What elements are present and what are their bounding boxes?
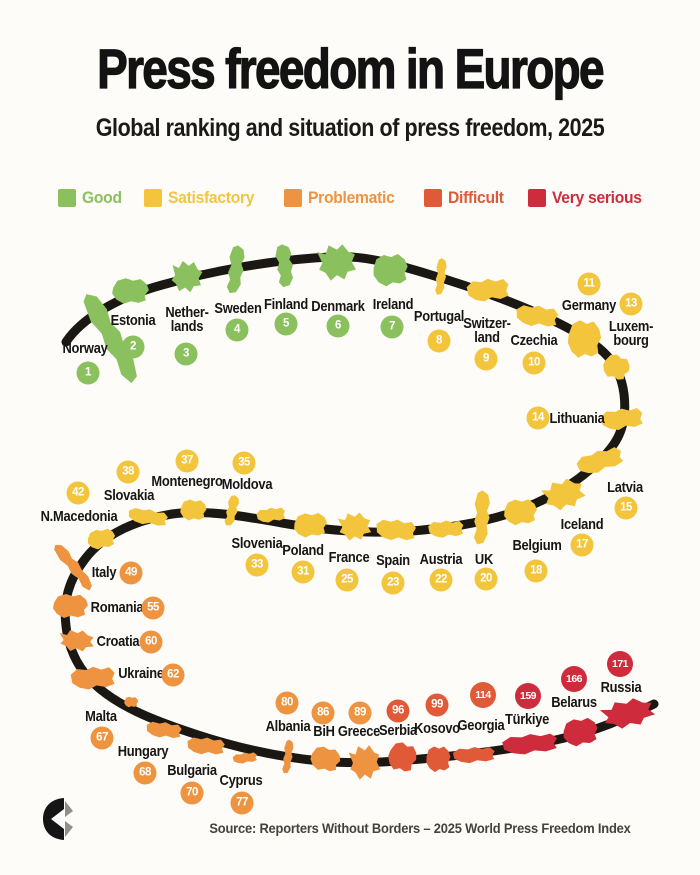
country-shape-serbia — [385, 739, 420, 775]
country-shape-spain — [375, 518, 417, 542]
country-shape-romania — [53, 594, 88, 618]
legend-label-problematic: Problematic — [308, 188, 395, 207]
page-subtitle: Global ranking and situation of press fr… — [95, 114, 605, 142]
country-shape-belarus — [560, 715, 601, 749]
legend: Good Satisfactory Problematic Difficult … — [0, 188, 700, 214]
country-shape-germany — [567, 320, 602, 358]
country-shape-montenegro — [180, 499, 207, 521]
country-shape-austria — [427, 519, 465, 539]
legend-swatch-satisfactory — [144, 189, 162, 207]
legend-swatch-very-serious — [528, 189, 546, 207]
country-shape-estonia — [112, 278, 149, 304]
legend-item-problematic: Problematic — [284, 188, 402, 208]
legend-label-very-serious: Very serious — [552, 188, 642, 207]
legend-item-satisfactory: Satisfactory — [144, 188, 262, 208]
source-credit: Source: Reporters Without Borders – 2025… — [209, 820, 631, 836]
legend-label-difficult: Difficult — [448, 188, 504, 207]
legend-item-good: Good — [58, 188, 125, 208]
publisher-logo-icon — [43, 798, 73, 840]
country-shape-uk — [471, 489, 492, 546]
country-shape-greece — [348, 745, 381, 780]
country-shape-denmark — [317, 244, 356, 281]
country-shape-georgia — [452, 745, 496, 765]
legend-swatch-difficult — [424, 189, 442, 207]
country-shape-malta — [124, 696, 139, 708]
country-shape-cyprus — [232, 751, 258, 765]
legend-label-satisfactory: Satisfactory — [168, 188, 255, 207]
country-shape-poland — [292, 511, 329, 539]
legend-label-good: Good — [82, 188, 122, 207]
legend-swatch-good — [58, 189, 76, 207]
ranking-path — [60, 252, 659, 768]
legend-item-difficult: Difficult — [424, 188, 509, 208]
country-shape-kosovo — [425, 745, 452, 773]
country-shape-czechia — [515, 303, 559, 329]
legend-swatch-problematic — [284, 189, 302, 207]
page-title: Press freedom in Europe — [97, 36, 606, 100]
country-shape-netherlands — [168, 258, 205, 295]
country-shape-bih — [308, 744, 343, 774]
legend-item-very-serious: Very serious — [528, 188, 650, 208]
